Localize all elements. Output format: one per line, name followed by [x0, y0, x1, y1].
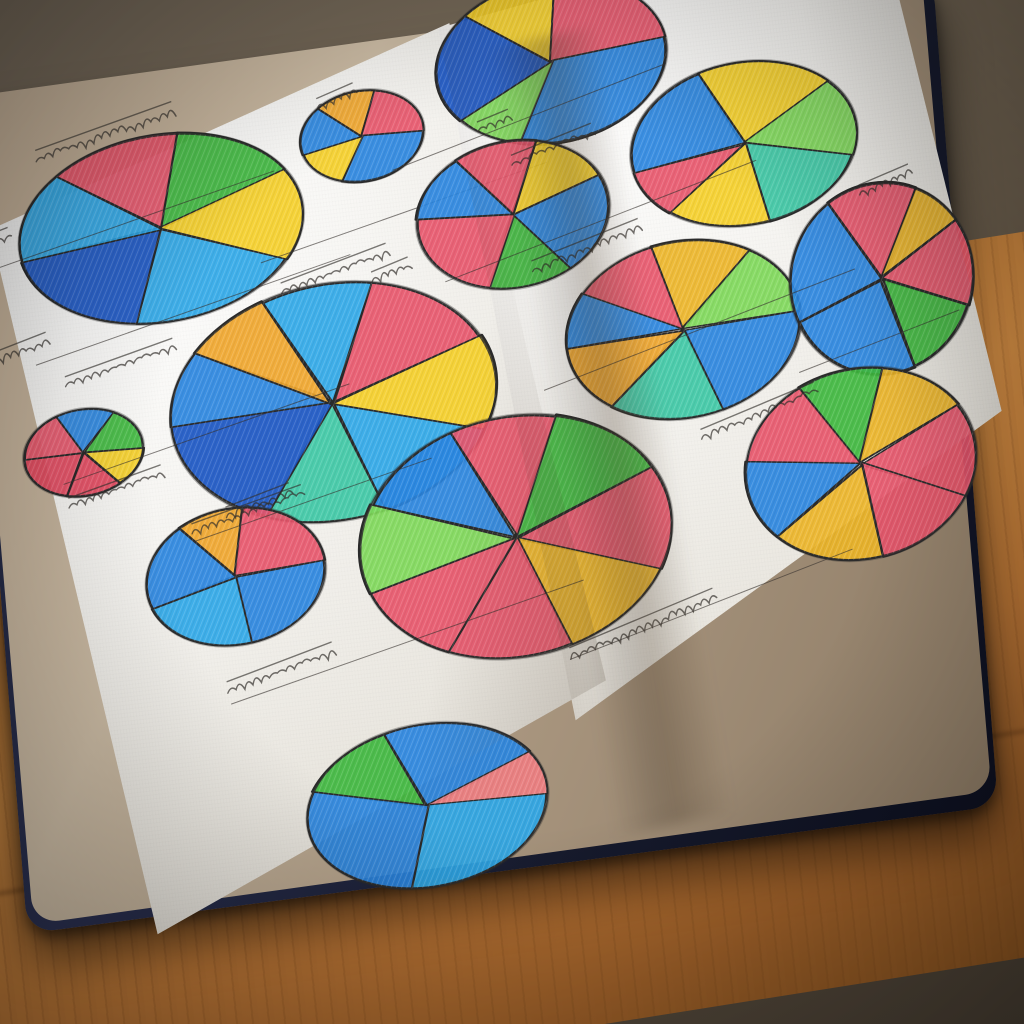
pie-outline: [168, 279, 499, 525]
handwritten-annotation: [61, 332, 179, 393]
handwritten-annotation: [696, 376, 821, 445]
pie-chart-pie-r-right[interactable]: [778, 167, 985, 390]
pie-chart-pie-left-small[interactable]: [17, 397, 150, 507]
handwritten-annotation: [854, 158, 915, 201]
pie-outline: [414, 138, 612, 291]
pie-outline: [358, 412, 674, 661]
handwritten-annotation: [312, 77, 360, 115]
pie-outline: [298, 88, 426, 184]
handwritten-annotation: [277, 237, 393, 300]
pie-chart-pie-r-top-small[interactable]: [293, 79, 431, 194]
handwritten-annotation: [367, 251, 415, 288]
pie-chart-pie-r-top-large[interactable]: [426, 0, 678, 162]
handwritten-annotation: [0, 222, 15, 261]
handwritten-annotation: [565, 581, 720, 666]
pie-chart-pie-bottom-large[interactable]: [346, 390, 686, 683]
handwritten-annotation: [0, 326, 53, 370]
handwritten-annotation: [188, 479, 308, 540]
pie-chart-pie-r-bottom[interactable]: [734, 349, 988, 580]
pie-outline: [628, 58, 860, 229]
handwritten-annotation: [473, 103, 515, 138]
pie-chart-pie-top-left[interactable]: [8, 111, 315, 346]
pie-chart-pie-mid-left[interactable]: [137, 492, 335, 661]
handwritten-annotation: [221, 476, 296, 524]
pie-outline: [305, 720, 550, 891]
pie-outline: [144, 505, 328, 648]
handwritten-annotation: [527, 212, 645, 278]
handwritten-annotation: [31, 95, 178, 169]
pie-outline: [17, 131, 306, 326]
handwritten-annotation: [64, 459, 167, 514]
handwritten-annotation: [223, 635, 340, 700]
pie-chart-pie-r-mid-left[interactable]: [407, 124, 619, 305]
pie-chart-pie-r-mid-right[interactable]: [620, 43, 868, 245]
pie-outline: [743, 365, 979, 563]
pie-chart-pie-bottom-small[interactable]: [297, 704, 558, 908]
pie-outline: [21, 406, 146, 499]
handwritten-annotation: [507, 117, 598, 171]
